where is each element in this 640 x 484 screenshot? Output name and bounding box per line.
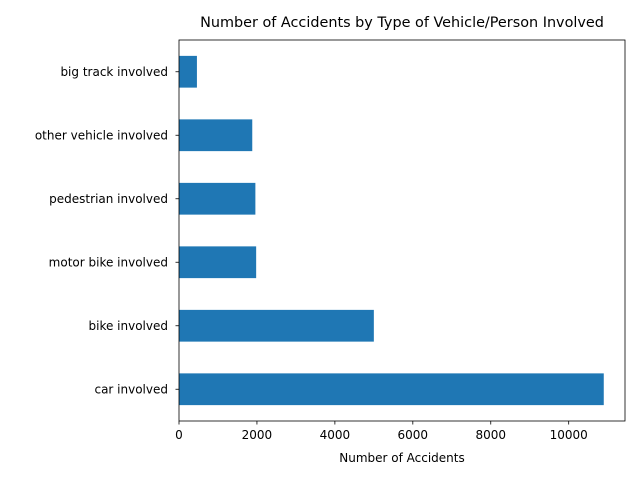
x-axis: 0 2000 4000 6000 8000 10000 xyxy=(175,421,588,442)
bar-motor-bike-involved xyxy=(179,246,257,279)
chart-title: Number of Accidents by Type of Vehicle/P… xyxy=(200,15,604,31)
bar-big-track-involved xyxy=(179,55,197,88)
x-tick-label: 6000 xyxy=(398,428,429,442)
x-tick-label: 10000 xyxy=(550,428,588,442)
y-tick-label: bike involved xyxy=(89,319,169,333)
y-axis: car involved bike involved motor bike invo… xyxy=(35,65,179,396)
plot-frame xyxy=(178,39,626,422)
bar-bike-involved xyxy=(179,309,374,342)
y-tick-label: motor bike involved xyxy=(49,255,168,269)
x-tick-label: 8000 xyxy=(475,428,506,442)
bar-other-vehicle-involved xyxy=(179,119,253,152)
bar-pedestrian-involved xyxy=(179,182,256,215)
y-tick-label: car involved xyxy=(94,382,168,396)
y-tick-label: other vehicle involved xyxy=(35,128,168,142)
y-tick-label: big track involved xyxy=(60,65,168,79)
bars-layer xyxy=(179,55,604,406)
x-tick-label: 2000 xyxy=(242,428,273,442)
bar-car-involved xyxy=(179,373,604,406)
x-axis-label: Number of Accidents xyxy=(339,451,465,465)
y-tick-label: pedestrian involved xyxy=(49,192,168,206)
x-tick-label: 4000 xyxy=(320,428,351,442)
x-tick-label: 0 xyxy=(175,428,183,442)
